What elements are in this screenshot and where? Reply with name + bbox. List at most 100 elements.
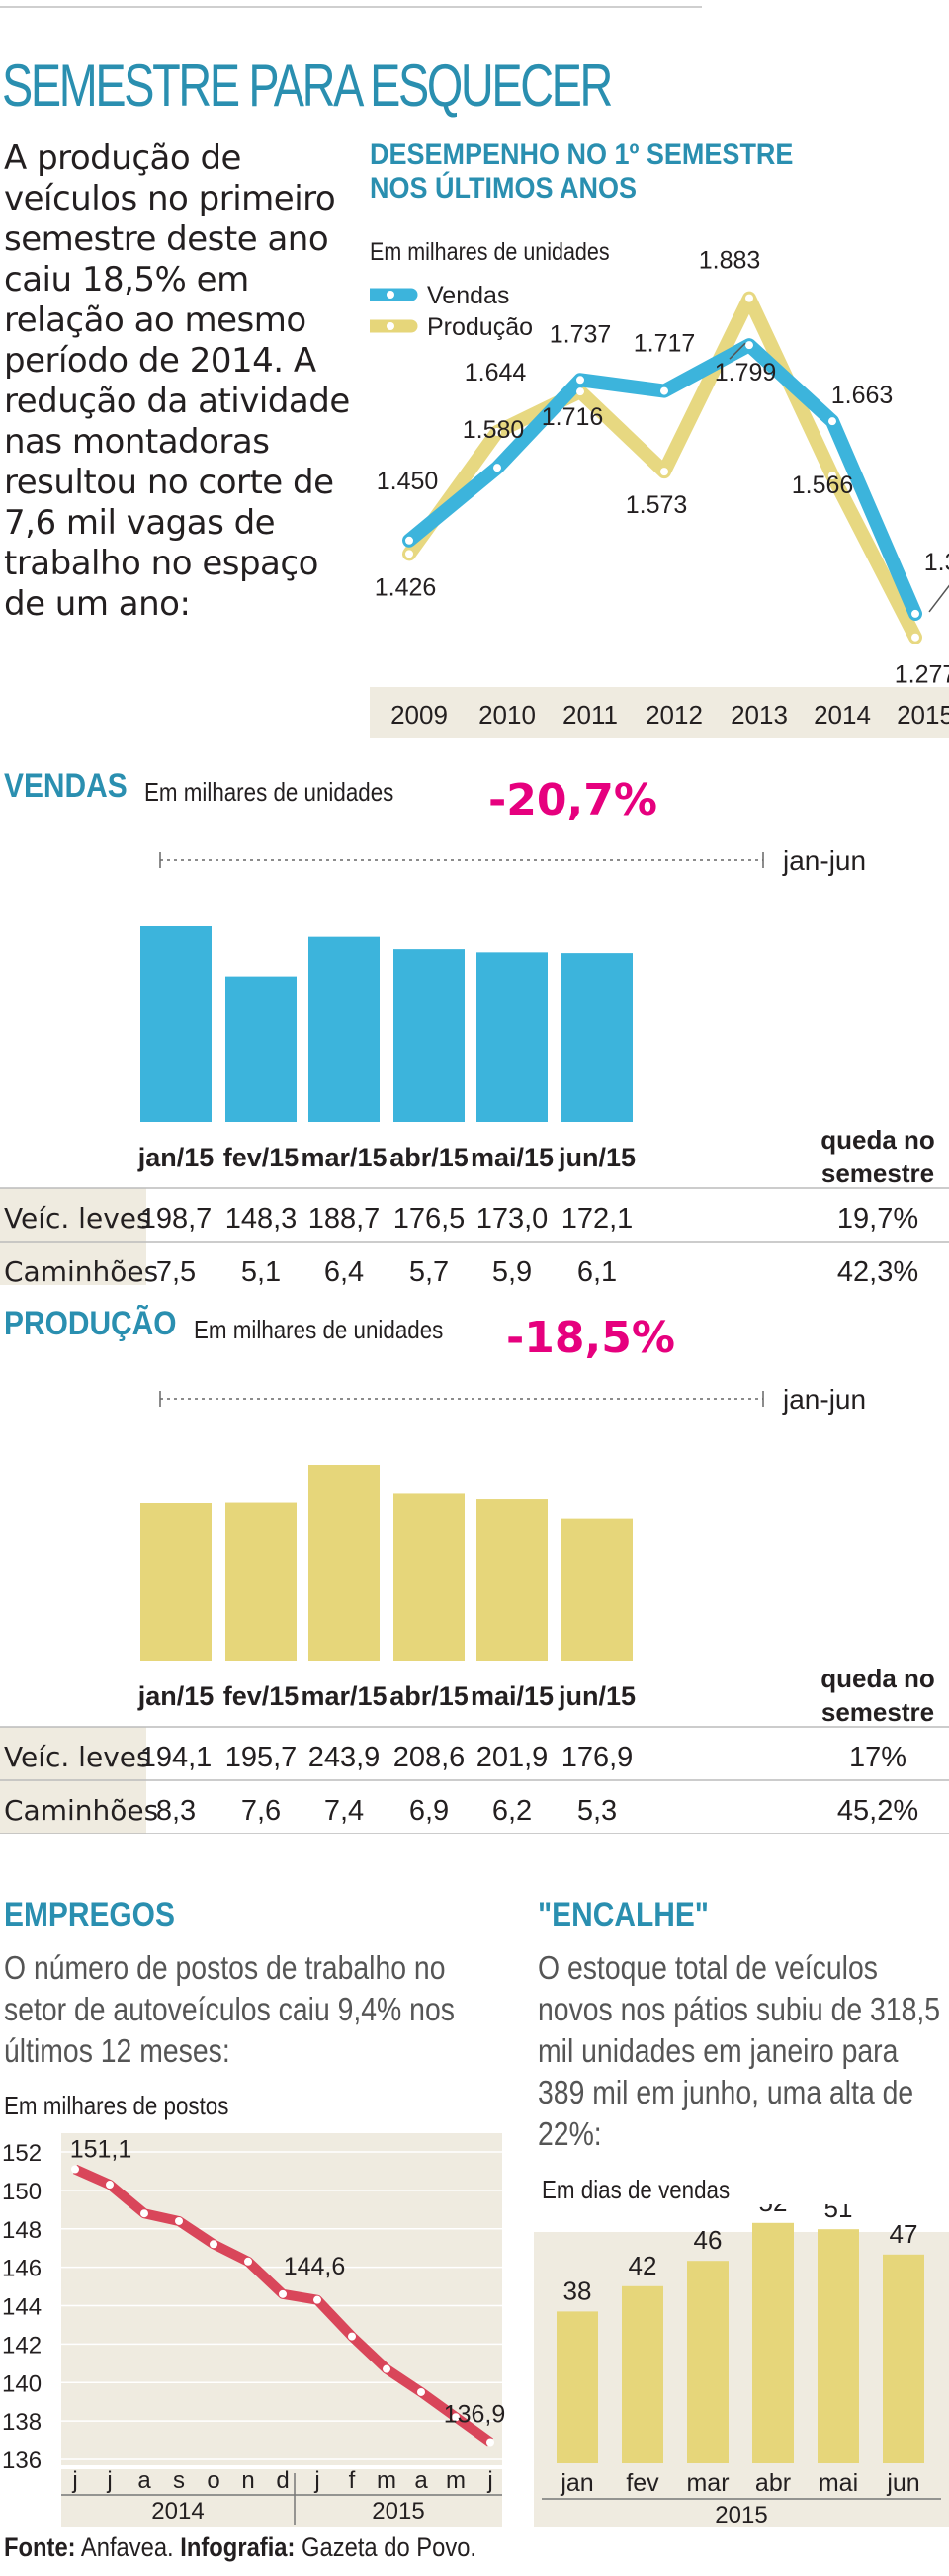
vendas-category-label: jun/15 bbox=[558, 1143, 636, 1172]
empregos-ytick-label: 136 bbox=[2, 2447, 42, 2474]
empregos-month-label: n bbox=[241, 2467, 254, 2494]
vendas-point bbox=[911, 609, 919, 618]
vendas-bar bbox=[476, 952, 548, 1122]
empregos-ytick-label: 148 bbox=[2, 2217, 42, 2244]
empregos-month-label: j bbox=[486, 2467, 492, 2494]
empregos-subtitle: Em milhares de postos bbox=[4, 2091, 229, 2120]
empregos-title: EMPREGOS bbox=[4, 1896, 175, 1933]
encalhe-data-label: 46 bbox=[694, 2225, 723, 2255]
encalhe-data-label: 42 bbox=[629, 2251, 657, 2280]
empregos-ytick-label: 146 bbox=[2, 2256, 42, 2282]
empregos-month-label: m bbox=[377, 2467, 396, 2494]
vendas-cell: 172,1 bbox=[561, 1203, 634, 1235]
vendas-category-label: fev/15 bbox=[223, 1143, 300, 1172]
vendas-point bbox=[660, 386, 668, 395]
producao-point bbox=[911, 633, 919, 642]
producao-point bbox=[745, 294, 753, 302]
vendas-point bbox=[576, 376, 584, 385]
infographic-text: Gazeta do Povo. bbox=[295, 2533, 477, 2562]
producao-row-total: 45,2% bbox=[837, 1795, 918, 1827]
producao-cell: 8,3 bbox=[156, 1795, 196, 1827]
encalhe-month-label: mai bbox=[819, 2469, 858, 2497]
producao-category-label: mar/15 bbox=[301, 1681, 387, 1711]
vendas-point bbox=[493, 464, 501, 472]
vendas-data-label: 1.799 bbox=[715, 359, 777, 386]
producao-point bbox=[405, 550, 413, 558]
vendas-row-label: Caminhões bbox=[4, 1255, 158, 1285]
vendas-bar-chart: jan-jun jan/15 fev/15 mar/15 abr/15 mai/15 jun… bbox=[0, 845, 949, 1285]
vendas-data-label: 1.717 bbox=[634, 330, 696, 358]
producao-row-total: 17% bbox=[849, 1742, 906, 1773]
year-tick-label: 2011 bbox=[562, 700, 618, 730]
vendas-bar bbox=[561, 953, 633, 1122]
producao-cell: 5,3 bbox=[577, 1795, 617, 1827]
empregos-point bbox=[106, 2181, 114, 2190]
encalhe-bar bbox=[687, 2261, 729, 2463]
vendas-last-header-line2: semestre bbox=[821, 1159, 934, 1188]
encalhe-bar bbox=[818, 2229, 859, 2463]
encalhe-bar-chart: 38 jan 42 fev 46 mar 52 abr 51 mai 47 jun 2015 bbox=[534, 2204, 949, 2529]
vendas-category-label: jan/15 bbox=[137, 1143, 215, 1172]
legend-marker bbox=[387, 322, 394, 330]
producao-title: PRODUÇÃO bbox=[4, 1305, 177, 1342]
encalhe-plot-bg bbox=[534, 2232, 949, 2527]
encalhe-data-label: 52 bbox=[759, 2204, 788, 2217]
vendas-cell: 198,7 bbox=[140, 1203, 213, 1235]
vendas-bar bbox=[308, 936, 380, 1122]
producao-last-header-line1: queda no bbox=[820, 1664, 935, 1693]
producao-bar bbox=[225, 1502, 297, 1661]
vendas-data-label: 1.580 bbox=[463, 416, 525, 444]
legend-label-vendas: Vendas bbox=[427, 282, 509, 309]
producao-category-label: abr/15 bbox=[389, 1681, 469, 1711]
producao-bar-chart: jan-jun jan/15 fev/15 mar/15 abr/15 mai/15 jun… bbox=[0, 1384, 949, 1834]
producao-cell: 243,9 bbox=[308, 1742, 381, 1773]
empregos-line-chart: 136 138 140 142 144 146 148 150 152 151,1 144,6 136… bbox=[2, 2133, 505, 2527]
vendas-data-label: 1.663 bbox=[831, 382, 894, 409]
empregos-month-label: a bbox=[137, 2467, 151, 2494]
encalhe-month-label: jan bbox=[560, 2469, 593, 2497]
year-tick-label: 2010 bbox=[478, 700, 536, 730]
producao-point bbox=[493, 427, 501, 436]
producao-point bbox=[576, 387, 584, 396]
empregos-year-label: 2014 bbox=[151, 2498, 204, 2525]
producao-cell: 6,2 bbox=[492, 1795, 532, 1827]
encalhe-data-label: 51 bbox=[824, 2204, 853, 2223]
vendas-bar bbox=[140, 926, 212, 1122]
vendas-row-label: Veíc. leves bbox=[4, 1202, 151, 1235]
vendas-point bbox=[405, 536, 413, 545]
empregos-text: O número de postos de trabalho no setor … bbox=[4, 1949, 455, 2069]
producao-bar bbox=[140, 1503, 212, 1661]
empregos-month-label: a bbox=[414, 2467, 428, 2494]
empregos-point bbox=[279, 2289, 287, 2298]
producao-row-label: Veíc. leves bbox=[4, 1741, 151, 1773]
encalhe-bar bbox=[622, 2285, 663, 2463]
vendas-cell: 188,7 bbox=[308, 1203, 381, 1235]
empregos-point bbox=[244, 2257, 252, 2266]
vendas-bar bbox=[225, 976, 297, 1122]
empregos-point bbox=[452, 2413, 460, 2422]
producao-point bbox=[828, 472, 836, 480]
year-tick-label: 2015 bbox=[897, 700, 949, 730]
producao-cell: 194,1 bbox=[140, 1742, 213, 1773]
producao-data-label: 1.573 bbox=[626, 491, 688, 519]
vendas-cell: 6,1 bbox=[577, 1256, 617, 1285]
source-label: Fonte: bbox=[4, 2533, 76, 2562]
encalhe-month-label: mar bbox=[686, 2469, 729, 2497]
vendas-point bbox=[828, 417, 836, 426]
producao-data-label: 1.277 bbox=[895, 661, 949, 689]
producao-cell: 6,9 bbox=[409, 1795, 449, 1827]
vendas-category-label: mai/15 bbox=[471, 1143, 554, 1172]
year-tick-label: 2012 bbox=[646, 700, 703, 730]
encalhe-bar bbox=[883, 2254, 924, 2463]
encalhe-text: O estoque total de veículos novos nos pá… bbox=[538, 1949, 941, 2152]
empregos-month-label: j bbox=[106, 2467, 112, 2494]
producao-bar bbox=[393, 1493, 465, 1661]
empregos-month-label: f bbox=[349, 2467, 356, 2494]
producao-bar bbox=[308, 1465, 380, 1661]
producao-cell: 176,9 bbox=[561, 1742, 634, 1773]
empregos-point bbox=[140, 2209, 148, 2218]
producao-row-label: Caminhões bbox=[4, 1794, 158, 1827]
intro-text: A produção de veículos no primeiro semes… bbox=[4, 138, 350, 624]
vendas-row-total: 19,7% bbox=[837, 1203, 918, 1235]
encalhe-subtitle: Em dias de vendas bbox=[542, 2175, 731, 2204]
